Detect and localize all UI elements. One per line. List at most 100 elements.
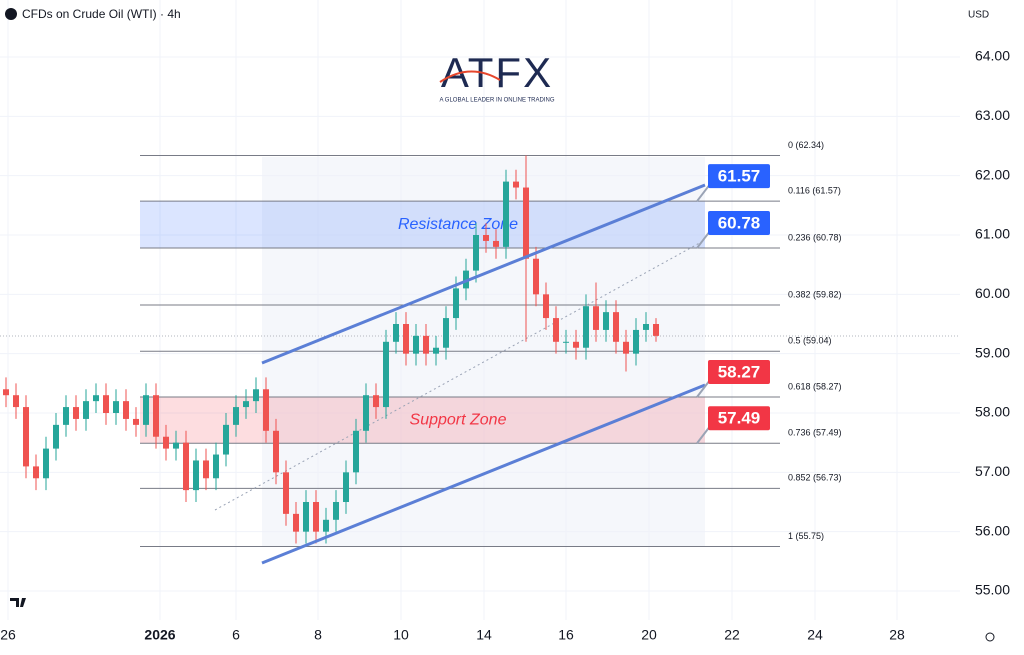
candle-body: [163, 436, 169, 449]
tag-pointer: [696, 379, 711, 398]
candles: [3, 155, 659, 544]
candle-body: [213, 454, 219, 479]
candle-body: [313, 502, 319, 532]
y-tick-label: 64.00: [975, 48, 1010, 64]
y-tick-label: 62.00: [975, 166, 1010, 182]
candle-body: [53, 424, 59, 449]
candle-body: [113, 401, 119, 413]
tv-logo: [10, 598, 26, 607]
channel-lower: [261, 383, 706, 565]
fib-label: 0.116 (61.57): [788, 186, 841, 196]
candle-body: [343, 472, 349, 502]
candle-body: [573, 341, 579, 348]
y-tick-label: 59.00: [975, 344, 1010, 360]
candle-body: [453, 288, 459, 319]
symbol-icon: [5, 8, 17, 20]
fib-label: 0 (62.34): [788, 140, 824, 150]
settings-icon[interactable]: [985, 632, 995, 642]
x-tick-label: 2026: [144, 627, 175, 643]
candle-body: [183, 442, 189, 491]
y-tick-label: 61.00: [975, 226, 1010, 242]
candle-body: [3, 389, 9, 396]
fib-trend-line: [214, 239, 706, 511]
candle-body: [613, 312, 619, 342]
candle-body: [323, 519, 329, 532]
fib-label: 0.618 (58.27): [788, 381, 842, 391]
candle-body: [623, 341, 629, 354]
logo-tagline: A GLOBAL LEADER IN ONLINE TRADING: [439, 98, 554, 104]
candle-body: [253, 389, 259, 402]
candle-body: [483, 235, 489, 241]
candle-body: [533, 258, 539, 295]
candle-body: [133, 418, 139, 425]
candle-body: [513, 181, 519, 188]
candle-body: [523, 187, 529, 259]
price-tag: [708, 211, 770, 236]
candle-body: [473, 235, 479, 271]
candle-body: [633, 329, 639, 354]
candle-body: [363, 395, 369, 431]
y-tick-label: 58.00: [975, 404, 1010, 420]
x-tick-label: 24: [807, 627, 823, 643]
fib-label: 0.736 (57.49): [788, 428, 842, 438]
candle-body: [393, 324, 399, 342]
tag-pointer: [696, 425, 711, 444]
x-tick-label: 6: [232, 627, 240, 643]
price-tag: [708, 164, 770, 189]
candle-body: [233, 407, 239, 425]
candle-body: [93, 395, 99, 402]
candle-body: [373, 395, 379, 408]
x-tick-label: 16: [558, 627, 574, 643]
candle-body: [263, 389, 269, 431]
candle-body: [123, 401, 129, 419]
candle-body: [423, 335, 429, 354]
fib-label: 0.236 (60.78): [788, 232, 842, 242]
candle-body: [403, 324, 409, 354]
candle-body: [563, 341, 569, 343]
fib-label: 1 (55.75): [788, 531, 824, 541]
candle-body: [203, 460, 209, 479]
price-tags: 61.57 60.78 58.27 57.49: [696, 164, 770, 444]
candle-body: [333, 502, 339, 520]
tag-pointer: [696, 230, 711, 249]
zone-label: Support Zone: [410, 411, 507, 428]
y-tick-label: 57.00: [975, 463, 1010, 479]
candle-body: [303, 502, 309, 532]
candle-body: [143, 395, 149, 425]
x-tick-label: 8: [314, 627, 322, 643]
candle-body: [293, 513, 299, 532]
candle-body: [383, 341, 389, 408]
fib-label: 0.382 (59.82): [788, 289, 842, 299]
fib-label: 0.852 (56.73): [788, 473, 842, 483]
candle-body: [583, 306, 589, 348]
candle-body: [103, 395, 109, 413]
price-tag-label: 57.49: [718, 409, 761, 428]
candle-body: [243, 401, 249, 408]
axes: 55.00 56.00 57.00 58.00 59.00 60.00 61.00 62.00…: [0, 48, 1010, 643]
symbol-title: CFDs on Crude Oil (WTI) · 4h: [22, 7, 181, 21]
candle-body: [43, 448, 49, 479]
candle-body: [273, 430, 279, 473]
candle-body: [433, 347, 439, 354]
fib-background: [262, 157, 705, 547]
candle-body: [13, 395, 19, 408]
candle-body: [443, 318, 449, 348]
candle-body: [503, 181, 509, 247]
candle-body: [283, 472, 289, 514]
zone: [140, 201, 705, 249]
candle-body: [603, 312, 609, 330]
logo-swoosh: [439, 70, 501, 83]
price-tag: [708, 359, 770, 384]
candle-body: [353, 430, 359, 473]
fib-levels: 0 (62.34) 0.116 (61.57) 0.236 (60.78) 0.382…: [140, 140, 842, 547]
candle-body: [553, 318, 559, 342]
y-tick-label: 60.00: [975, 285, 1010, 301]
y-tick-label: 55.00: [975, 582, 1010, 598]
candle-body: [643, 324, 649, 330]
price-tag: [708, 406, 770, 431]
price-tag-label: 58.27: [718, 362, 761, 381]
candle-body: [173, 442, 179, 449]
y-tick-label: 56.00: [975, 522, 1010, 538]
x-tick-label: 20: [641, 627, 657, 643]
candle-body: [653, 324, 659, 336]
